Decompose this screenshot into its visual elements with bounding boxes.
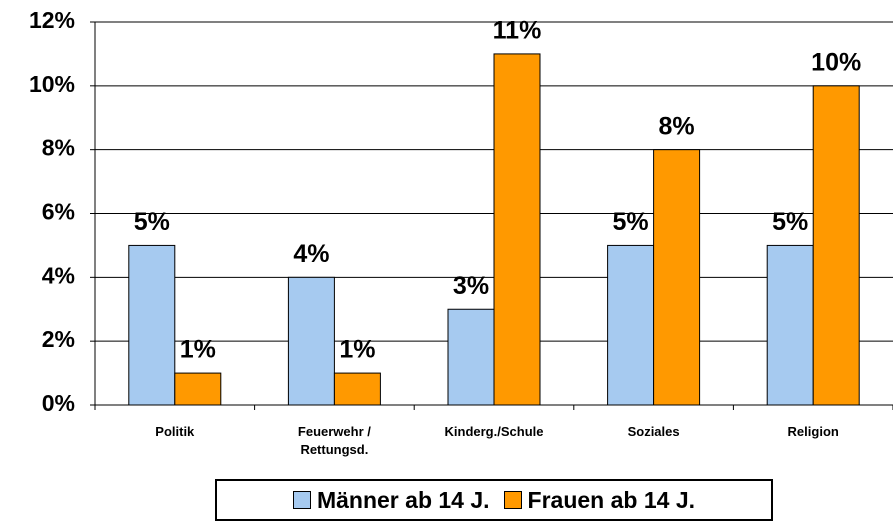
legend-swatch — [292, 491, 311, 509]
bar — [447, 308, 495, 406]
legend-item: Männer ab 14 J. — [292, 486, 490, 514]
legend-label: Frauen ab 14 J. — [527, 486, 696, 513]
bar — [174, 372, 222, 406]
bar — [653, 149, 701, 406]
x-tick-label: Feuerwehr / Rettungsd. — [297, 424, 371, 457]
y-tick-label: 10% — [29, 71, 75, 97]
data-label: 5% — [772, 208, 808, 236]
y-tick-label: 0% — [42, 390, 75, 416]
legend-item: Frauen ab 14 J. — [503, 486, 696, 514]
data-label: 8% — [659, 112, 695, 140]
data-label: 1% — [339, 336, 375, 364]
legend-label: Männer ab 14 J. — [316, 486, 490, 513]
x-tick-label: Religion — [787, 424, 839, 439]
y-tick-label: 12% — [29, 7, 75, 33]
y-tick-label: 4% — [42, 262, 75, 288]
data-label: 4% — [293, 240, 329, 268]
bar — [766, 244, 814, 406]
legend-swatch — [503, 491, 522, 509]
y-tick-label: 2% — [42, 326, 75, 352]
bar — [333, 372, 381, 406]
y-tick-label: 6% — [42, 199, 75, 225]
data-label: 1% — [180, 336, 216, 364]
legend: Männer ab 14 J. Frauen ab 14 J. — [215, 479, 773, 521]
bar — [812, 85, 860, 406]
data-label: 5% — [613, 208, 649, 236]
y-tick-label: 8% — [42, 135, 75, 161]
data-label: 3% — [453, 272, 489, 300]
data-label: 10% — [811, 48, 861, 76]
data-label: 5% — [134, 208, 170, 236]
x-tick-label: Soziales — [627, 424, 680, 439]
data-label: 11% — [493, 17, 542, 45]
x-tick-label: Kinderg./Schule — [444, 424, 544, 439]
bar — [128, 244, 176, 406]
bar — [287, 276, 335, 406]
bar — [607, 244, 655, 406]
bar — [493, 53, 541, 406]
x-tick-label: Politik — [155, 424, 195, 439]
